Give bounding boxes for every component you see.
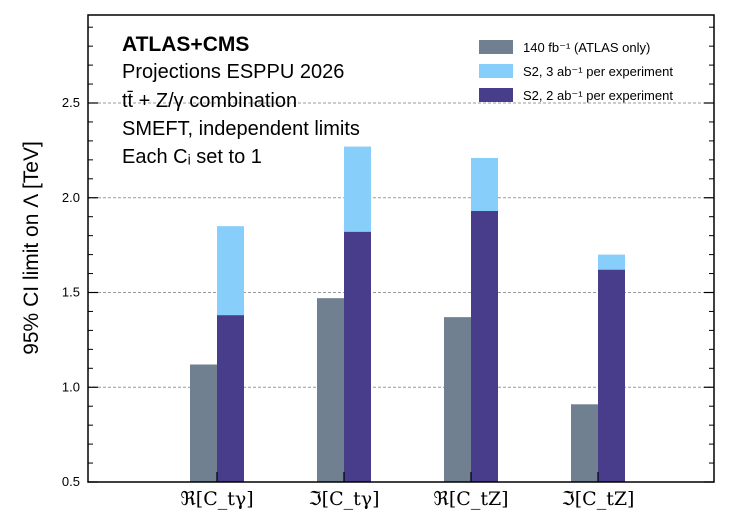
bar-140fb (444, 317, 471, 482)
bar-140fb (571, 404, 598, 482)
legend-label-3ab: S2, 3 ab⁻¹ per experiment (523, 64, 673, 79)
legend-label-140fb: 140 fb⁻¹ (ATLAS only) (523, 40, 650, 55)
bar-140fb (190, 364, 217, 482)
legend-swatch-2ab (479, 88, 513, 102)
annotation-line-1: Projections ESPPU 2026 (122, 61, 344, 83)
x-tick-label: ℑ[C_tγ] (308, 488, 379, 510)
bar-2ab (344, 231, 371, 482)
bars (190, 146, 625, 482)
y-axis-label: 95% CI limit on Λ [TeV] (20, 141, 43, 355)
axis-ticks (88, 26, 714, 483)
annotation-line-4: Each Cᵢ set to 1 (122, 146, 262, 168)
legend-label-2ab: S2, 2 ab⁻¹ per experiment (523, 88, 673, 103)
y-tick-label: 2.5 (62, 95, 80, 110)
bar-2ab (217, 315, 244, 482)
plot-frame (87, 14, 715, 483)
legend-swatch-3ab (479, 64, 513, 78)
x-tick-label: ℜ[C_tγ] (180, 488, 253, 510)
bar-2ab (471, 211, 498, 482)
y-tick-label: 0.5 (62, 474, 80, 489)
annotation-block: ATLAS+CMS Projections ESPPU 2026 tt̄ + Z… (122, 33, 360, 168)
legend: 140 fb⁻¹ (ATLAS only) S2, 3 ab⁻¹ per exp… (479, 40, 673, 103)
bar-2ab (598, 269, 625, 482)
experiment-label: ATLAS+CMS (122, 33, 249, 56)
axis-labels: 0.5 1.0 1.5 2.0 2.5 ℜ[C_tγ] ℑ[C_tγ] ℜ[C_tZ] ℑ[C_… (62, 95, 635, 510)
annotation-line-2: tt̄ + Z/γ combination (122, 90, 297, 112)
bar-140fb (317, 298, 344, 482)
y-tick-label: 1.0 (62, 379, 80, 394)
x-tick-label: ℜ[C_tZ] (433, 488, 508, 510)
x-tick-label: ℑ[C_tZ] (562, 488, 635, 510)
y-tick-label: 1.5 (62, 285, 80, 300)
annotation-line-3: SMEFT, independent limits (122, 118, 360, 140)
y-tick-label: 2.0 (62, 190, 80, 205)
legend-swatch-140fb (479, 40, 513, 54)
